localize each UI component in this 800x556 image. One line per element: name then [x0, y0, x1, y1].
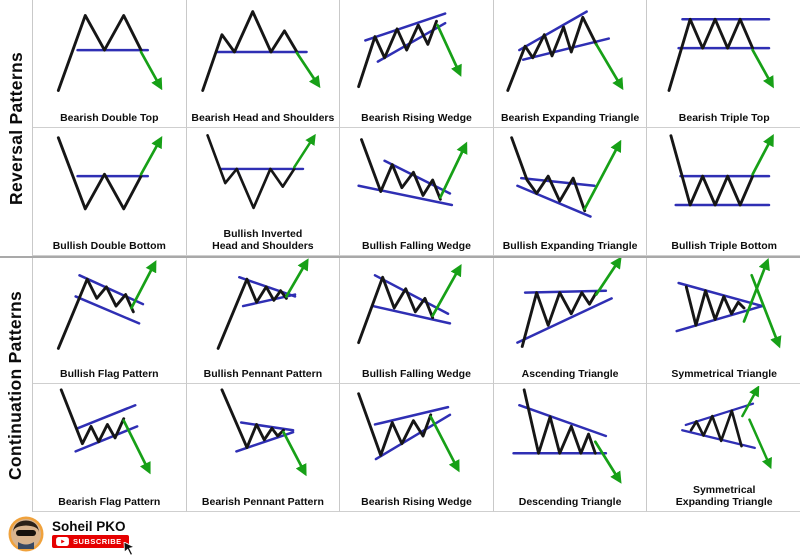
pattern-drawing-head-shoulders [200, 10, 320, 92]
pattern-cell-bearish-rising-wedge: Bearish Rising Wedge [340, 0, 494, 128]
pattern-drawing-symmetrical-expanding-triangle [681, 386, 773, 470]
pattern-label: Symmetrical Expanding Triangle [675, 483, 773, 508]
pattern-label: Bullish Pennant Pattern [203, 367, 323, 380]
pattern-cell-symmetrical-triangle: Symmetrical Triangle [647, 256, 800, 384]
pattern-drawing-inverted-head-shoulders [205, 133, 316, 210]
pattern-cell-bullish-falling-wedge-continuation: Bullish Falling Wedge [340, 256, 494, 384]
channel-branding: Soheil PKO SUBSCRIBE [8, 512, 268, 556]
pattern-cell-descending-triangle: Descending Triangle [493, 384, 648, 512]
section-divider [0, 256, 800, 258]
pattern-cell-bullish-flag: Bullish Flag Pattern [33, 256, 187, 384]
section-label-continuation: Continuation Patterns [0, 258, 32, 512]
pattern-drawing-double-bottom [56, 135, 163, 211]
pattern-cell-symmetrical-expanding-triangle: Symmetrical Expanding Triangle [647, 384, 800, 512]
pattern-drawing-bullish-pennant [216, 258, 309, 350]
channel-name: Soheil PKO [52, 518, 126, 534]
pattern-cell-bearish-rising-wedge-continuation: Bearish Rising Wedge [340, 384, 494, 512]
pattern-drawing-falling-wedge-continuation [357, 263, 462, 345]
pattern-label: Ascending Triangle [521, 367, 619, 380]
pattern-cell-bearish-pennant: Bearish Pennant Pattern [186, 384, 341, 512]
subscribe-label: SUBSCRIBE [73, 537, 122, 547]
pattern-drawing-bullish-flag [56, 260, 157, 350]
pattern-drawing-triple-bottom [669, 134, 775, 207]
pattern-label: Bullish Falling Wedge [362, 239, 471, 252]
pattern-cell-bullish-expanding-triangle: Bullish Expanding Triangle [493, 128, 648, 256]
pattern-drawing-falling-wedge [357, 138, 468, 207]
youtube-play-icon [56, 537, 69, 547]
pattern-drawing-ascending-triangle [515, 258, 622, 348]
pattern-label: Bearish Double Top [60, 111, 159, 124]
pattern-label: Bullish Inverted Head and Shoulders [212, 227, 314, 252]
pattern-drawing-rising-wedge-continuation [357, 392, 460, 473]
pattern-label: Bullish Double Bottom [52, 239, 166, 252]
pattern-cell-bullish-inverted-head-shoulders: Bullish Inverted Head and Shoulders [186, 128, 341, 256]
pattern-label: Descending Triangle [518, 495, 622, 508]
pattern-cell-ascending-triangle: Ascending Triangle [493, 256, 648, 384]
pattern-drawing-symmetrical-triangle [675, 258, 782, 349]
pattern-drawing-double-top [56, 14, 163, 92]
pattern-drawing-bearish-pennant [220, 388, 307, 477]
pattern-cell-bearish-triple-top: Bearish Triple Top [647, 0, 800, 128]
pattern-drawing-descending-triangle [512, 388, 622, 484]
section-label-reversal: Reversal Patterns [0, 0, 32, 256]
patterns-grid: Bearish Double Top Bearish Head and Shou… [32, 0, 800, 512]
mouse-cursor-icon [123, 542, 135, 556]
pattern-label: Bearish Rising Wedge [361, 495, 472, 508]
pattern-drawing-rising-wedge [357, 12, 462, 89]
pattern-cell-bearish-double-top: Bearish Double Top [33, 0, 187, 128]
pattern-drawing-expanding-triangle [506, 10, 624, 92]
channel-avatar[interactable] [8, 516, 44, 552]
pattern-cell-bullish-pennant: Bullish Pennant Pattern [186, 256, 341, 384]
pattern-label: Bullish Triple Bottom [671, 239, 777, 252]
pattern-drawing-bearish-flag [59, 388, 151, 475]
pattern-label: Bearish Triple Top [678, 111, 770, 124]
pattern-cell-bullish-falling-wedge: Bullish Falling Wedge [340, 128, 494, 256]
pattern-label: Bullish Flag Pattern [59, 367, 159, 380]
pattern-label: Bearish Flag Pattern [58, 495, 161, 508]
pattern-cell-bearish-head-shoulders: Bearish Head and Shoulders [186, 0, 341, 128]
pattern-drawing-triple-top [667, 17, 775, 92]
pattern-drawing-expanding-triangle-bullish [509, 136, 622, 218]
pattern-label: Bullish Expanding Triangle [502, 239, 638, 252]
pattern-label: Bullish Falling Wedge [362, 367, 471, 380]
pattern-label: Bearish Pennant Pattern [201, 495, 324, 508]
pattern-label: Bearish Rising Wedge [361, 111, 472, 124]
pattern-label: Symmetrical Triangle [671, 367, 778, 380]
pattern-cell-bearish-flag: Bearish Flag Pattern [33, 384, 187, 512]
pattern-label: Bearish Expanding Triangle [500, 111, 640, 124]
section-label-continuation-text: Continuation Patterns [5, 290, 26, 480]
subscribe-button[interactable]: SUBSCRIBE [52, 535, 135, 556]
pattern-label: Bearish Head and Shoulders [191, 111, 335, 124]
section-label-reversal-text: Reversal Patterns [5, 51, 26, 205]
pattern-cell-bearish-expanding-triangle: Bearish Expanding Triangle [493, 0, 648, 128]
pattern-cell-bullish-triple-bottom: Bullish Triple Bottom [647, 128, 800, 256]
pattern-cell-bullish-double-bottom: Bullish Double Bottom [33, 128, 187, 256]
